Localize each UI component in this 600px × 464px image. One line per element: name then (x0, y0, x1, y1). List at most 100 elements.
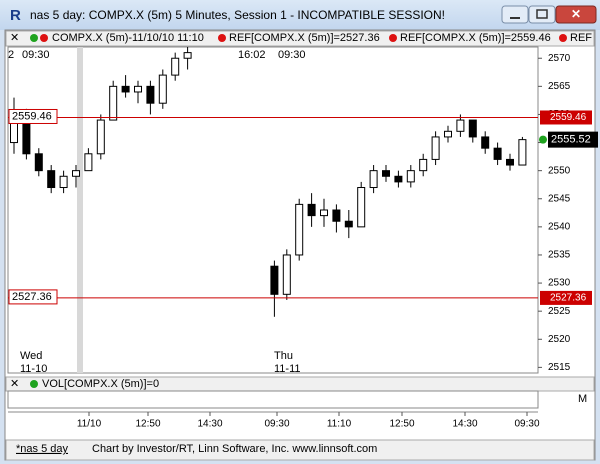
day-label: Thu (274, 350, 293, 362)
x-tick-label: 11:10 (327, 419, 352, 430)
candle-body (344, 220, 353, 228)
top-time-label: 09:30 (278, 49, 306, 61)
candle-body (84, 153, 93, 172)
candle-body (506, 158, 514, 166)
y-tick-label: 2520 (548, 334, 571, 345)
reference-price-box (540, 290, 592, 305)
volume-axis-label: M (578, 393, 587, 405)
candle-body (282, 254, 291, 295)
reference-price: 2559.46 (550, 112, 587, 123)
window-title: nas 5 day: COMPX.X (5m) 5 Minutes, Sessi… (30, 8, 445, 22)
reference-price: 2527.36 (550, 293, 587, 304)
y-tick-label: 2515 (548, 362, 571, 373)
candle-body (96, 119, 105, 155)
candle-layer (10, 47, 527, 317)
candle-body (134, 85, 142, 93)
volume-label: VOL[COMPX.X (5m)]=0 (42, 378, 159, 390)
last-price-dot (539, 135, 547, 144)
pane-close[interactable]: ✕ (10, 32, 19, 44)
candle-body (493, 147, 502, 160)
close-button[interactable] (555, 5, 597, 24)
legend-entry: COMPX.X (5m)-11/10/10 11:10 (52, 32, 204, 44)
legend-icon (40, 34, 48, 42)
candle-body (146, 85, 155, 104)
reference-label: 2559.46 (12, 110, 52, 122)
reference-label-box (8, 108, 58, 124)
y-tick-label: 2535 (548, 250, 571, 261)
reference-price-box (540, 110, 592, 125)
candle-body (171, 57, 180, 76)
y-tick-label: 2525 (548, 306, 571, 317)
candle-body (121, 85, 130, 93)
x-tick-label: 09:30 (264, 419, 289, 430)
last-price: 2555.52 (551, 134, 591, 146)
candle-body (72, 170, 80, 177)
x-tick-label: 12:50 (389, 419, 414, 430)
y-tick-label: 2530 (548, 278, 571, 289)
y-tick-label: 2570 (548, 53, 571, 64)
candle-body (307, 203, 316, 217)
legend-entry: REF (570, 32, 592, 44)
session-band (77, 47, 83, 373)
y-tick-label: 2565 (548, 81, 571, 92)
candle-body (481, 136, 490, 149)
candle-body (332, 209, 341, 222)
candle-body (59, 175, 68, 189)
pane-close[interactable]: ✕ (10, 378, 19, 390)
x-tick-label: 09:30 (514, 419, 539, 430)
candle-body (158, 74, 167, 104)
x-tick-label: 14:30 (452, 419, 477, 430)
legend-icon (30, 380, 38, 388)
volume-pane (7, 390, 539, 409)
candle-body (444, 130, 452, 138)
candle-body (406, 170, 415, 183)
last-price-box (548, 131, 598, 148)
plot-area (7, 46, 539, 374)
maximize-icon (536, 9, 548, 19)
title-bar (0, 0, 600, 30)
x-tick-label: 12:50 (135, 419, 160, 430)
candle-body (431, 136, 440, 160)
candle-body (394, 175, 403, 183)
x-tick-label: 14:30 (197, 419, 222, 430)
candle-body (320, 209, 328, 217)
chart-tab[interactable]: *nas 5 day (16, 443, 68, 455)
legend-icon (559, 34, 567, 42)
legend-entry: REF[COMPX.X (5m)]=2559.46 (400, 32, 551, 44)
legend-icon (218, 34, 226, 42)
top-time-label: 16:02 (238, 49, 266, 61)
minimize-button[interactable] (501, 5, 529, 24)
day-label: 11-10 (20, 363, 47, 375)
y-tick-label: 2550 (548, 165, 571, 176)
candle-body (270, 265, 279, 295)
app-icon: R (10, 7, 21, 24)
candle-body (295, 203, 304, 256)
top-time-label: 09:30 (22, 49, 50, 61)
status-credit: Chart by Investor/RT, Linn Software, Inc… (92, 443, 377, 455)
y-tick-label: 2540 (548, 222, 571, 233)
candle-body (518, 139, 527, 166)
top-time-label: 2 (8, 49, 14, 61)
candle-body (109, 85, 118, 121)
y-tick-label: 2545 (548, 193, 571, 204)
status-bar (5, 439, 595, 461)
candle-body (183, 52, 192, 59)
legend-icon (30, 34, 38, 42)
legend-icon (389, 34, 397, 42)
candle-body (382, 170, 390, 177)
reference-label: 2527.36 (12, 291, 52, 303)
legend-bar (5, 30, 595, 47)
day-label: Wed (20, 350, 42, 362)
candle-body (419, 158, 428, 172)
candle-body (468, 119, 477, 138)
candle-body (456, 119, 465, 132)
legend-entry: REF[COMPX.X (5m)]=2527.36 (229, 32, 380, 44)
close-icon: ✕ (571, 7, 581, 21)
day-label: 11-11 (274, 363, 301, 375)
reference-label-box (8, 289, 58, 305)
candle-body (47, 170, 56, 189)
candle-body (369, 170, 378, 189)
maximize-button[interactable] (528, 5, 556, 24)
candle-body (34, 153, 43, 172)
